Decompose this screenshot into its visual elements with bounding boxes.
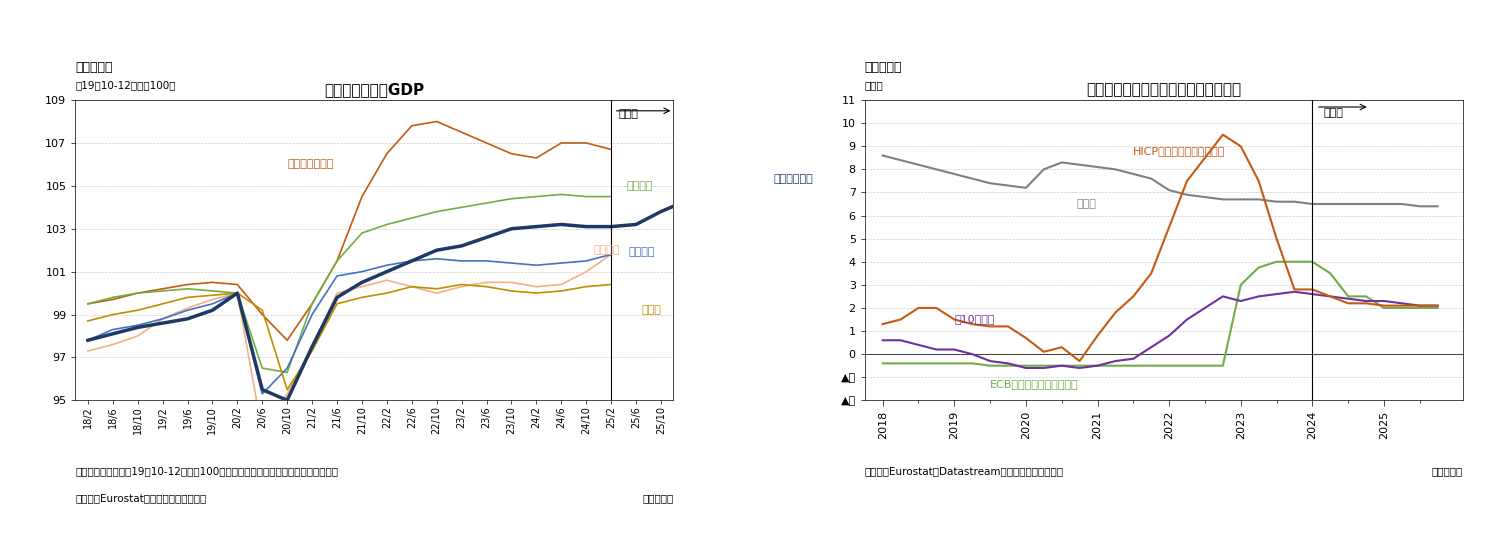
- Text: 失業率: 失業率: [1077, 199, 1096, 209]
- Text: 見通し: 見通し: [618, 109, 638, 119]
- Text: HICP上昇率（前年同期比）: HICP上昇率（前年同期比）: [1134, 146, 1226, 156]
- Text: フランス: フランス: [629, 247, 654, 257]
- Text: （％）: （％）: [864, 81, 884, 91]
- Text: 独10年金利: 独10年金利: [955, 315, 995, 325]
- Text: （19年10-12月期＝100）: （19年10-12月期＝100）: [75, 81, 176, 91]
- Text: （図表１）: （図表１）: [75, 61, 113, 74]
- Text: ユーロ圏全体: ユーロ圏全体: [774, 175, 813, 185]
- Text: （資料）Eurostat、Datastream、ニッセイ基礎研究所: （資料）Eurostat、Datastream、ニッセイ基礎研究所: [864, 466, 1063, 476]
- Text: （資料）Eurostat、ニッセイ基礎研究所: （資料）Eurostat、ニッセイ基礎研究所: [75, 493, 207, 503]
- Text: イタリア: イタリア: [626, 181, 653, 191]
- Text: （四半期）: （四半期）: [1431, 466, 1463, 476]
- Text: ドイツ: ドイツ: [641, 305, 661, 315]
- Text: 見通し: 見通し: [1323, 108, 1344, 118]
- Text: （四半期）: （四半期）: [642, 493, 674, 503]
- Text: （図表２）: （図表２）: [864, 61, 902, 74]
- Text: （注）季節調整値で19年10-12月期を100として指数化。見通しはユーロ圏全体のみ: （注）季節調整値で19年10-12月期を100として指数化。見通しはユーロ圏全体…: [75, 466, 338, 476]
- Text: ECB預金ファシリティ金利: ECB預金ファシリティ金利: [991, 379, 1078, 389]
- Text: スペイン: スペイン: [594, 245, 620, 255]
- Title: ユーロ圏の実質GDP: ユーロ圏の実質GDP: [324, 82, 424, 97]
- Text: その他ユーロ圏: その他ユーロ圏: [287, 160, 333, 170]
- Title: ユーロ圏の物価・金利・失業率見通し: ユーロ圏の物価・金利・失業率見通し: [1086, 82, 1241, 97]
